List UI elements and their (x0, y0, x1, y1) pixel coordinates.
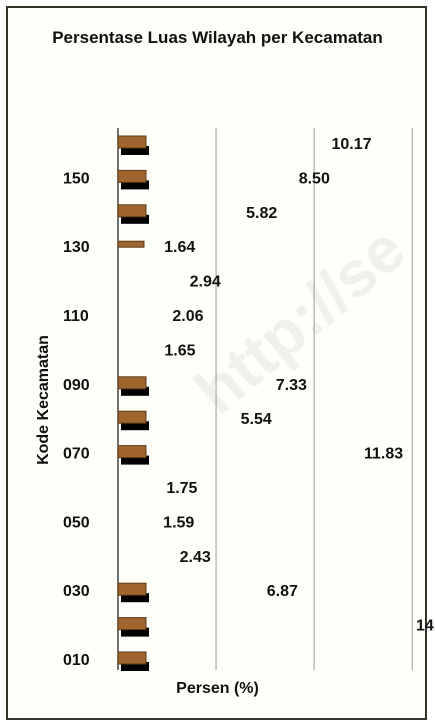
bar (117, 651, 147, 665)
data-label: 7.33 (276, 377, 307, 394)
y-axis-label: Kode Kecamatan (35, 335, 52, 465)
bar (117, 445, 147, 459)
data-label: 1.75 (166, 480, 197, 497)
bar-shadow (121, 421, 149, 431)
bar (117, 240, 145, 248)
bar-shadow (121, 662, 149, 671)
y-tick-label: 050 (63, 514, 90, 531)
bar-shadow (121, 455, 149, 465)
bar (117, 135, 147, 149)
bar (117, 169, 147, 183)
data-label: 5.54 (241, 411, 272, 428)
data-label: 2.06 (172, 308, 203, 325)
data-label: 6.87 (267, 583, 298, 600)
bar-shadow (121, 386, 149, 396)
y-tick-label: 010 (63, 652, 90, 669)
data-label: 5.82 (246, 205, 277, 222)
data-label: 11.83 (364, 446, 403, 463)
bar-shadow (121, 627, 149, 637)
y-tick-label: 130 (63, 239, 90, 256)
data-label: 8.50 (299, 170, 330, 187)
data-label: 14.48 (416, 618, 435, 635)
data-label: 2.43 (180, 549, 211, 566)
y-tick-label: 070 (63, 446, 90, 463)
data-label: 1.65 (164, 342, 195, 359)
x-axis-label: Persen (%) (176, 680, 259, 697)
bar-shadow (121, 593, 149, 603)
bar (117, 582, 147, 596)
y-tick-label: 150 (63, 170, 90, 187)
data-label: 2.94 (190, 274, 221, 291)
bar-shadow (121, 146, 149, 155)
y-tick-label: 030 (63, 583, 90, 600)
data-label: 1.64 (164, 239, 195, 256)
chart-title: Persentase Luas Wilayah per Kecamatan (52, 28, 383, 47)
data-label: 1.59 (163, 514, 194, 531)
bar (117, 410, 147, 424)
y-tick-label: 090 (63, 377, 90, 394)
bar-shadow (121, 180, 149, 190)
bar (117, 617, 147, 631)
bar (117, 204, 147, 218)
bar-shadow (121, 214, 149, 224)
bar (117, 376, 147, 390)
data-label: 10.17 (331, 136, 371, 153)
y-tick-label: 110 (63, 308, 89, 325)
